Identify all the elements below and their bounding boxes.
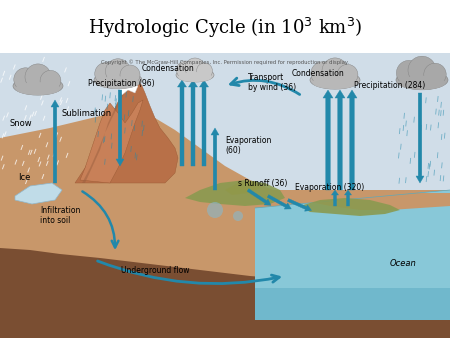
Text: Ocean: Ocean bbox=[390, 259, 417, 268]
FancyArrow shape bbox=[267, 195, 291, 209]
FancyArrow shape bbox=[211, 128, 219, 190]
Circle shape bbox=[95, 63, 117, 85]
Polygon shape bbox=[118, 76, 138, 95]
Ellipse shape bbox=[15, 82, 60, 95]
Circle shape bbox=[233, 211, 243, 221]
Text: Precipitation (284): Precipitation (284) bbox=[355, 81, 426, 90]
Circle shape bbox=[311, 62, 334, 85]
Ellipse shape bbox=[312, 76, 357, 89]
Ellipse shape bbox=[13, 77, 63, 95]
Circle shape bbox=[337, 65, 358, 85]
Text: s Runoff (36): s Runoff (36) bbox=[238, 179, 288, 188]
Ellipse shape bbox=[94, 71, 142, 89]
Text: Underground flow: Underground flow bbox=[121, 266, 189, 275]
FancyArrow shape bbox=[189, 80, 198, 166]
FancyArrow shape bbox=[116, 90, 124, 166]
Text: Infiltration
into soil: Infiltration into soil bbox=[40, 206, 81, 225]
Circle shape bbox=[424, 63, 446, 86]
FancyArrow shape bbox=[323, 90, 333, 190]
Polygon shape bbox=[15, 183, 62, 204]
Circle shape bbox=[14, 68, 37, 91]
Circle shape bbox=[176, 61, 194, 79]
Circle shape bbox=[105, 59, 130, 84]
Text: Sublimation: Sublimation bbox=[62, 108, 112, 118]
Polygon shape bbox=[82, 86, 128, 183]
Polygon shape bbox=[0, 248, 450, 338]
Circle shape bbox=[396, 61, 422, 86]
Ellipse shape bbox=[399, 76, 446, 90]
FancyArrow shape bbox=[345, 190, 351, 206]
Polygon shape bbox=[0, 110, 450, 210]
Circle shape bbox=[207, 202, 223, 218]
Polygon shape bbox=[75, 78, 178, 183]
FancyArrow shape bbox=[247, 189, 271, 205]
Text: Ice: Ice bbox=[18, 173, 31, 182]
Circle shape bbox=[197, 63, 212, 79]
Ellipse shape bbox=[310, 71, 360, 89]
Ellipse shape bbox=[96, 76, 140, 89]
FancyArrow shape bbox=[177, 80, 186, 166]
Circle shape bbox=[40, 70, 61, 91]
Text: Evaporation (320): Evaporation (320) bbox=[295, 183, 364, 192]
Circle shape bbox=[322, 58, 348, 84]
Text: Condensation: Condensation bbox=[142, 64, 194, 73]
Ellipse shape bbox=[396, 70, 448, 90]
Polygon shape bbox=[80, 100, 143, 183]
Polygon shape bbox=[255, 288, 450, 320]
Text: Hydrologic Cycle (in 10$^3$ km$^3$): Hydrologic Cycle (in 10$^3$ km$^3$) bbox=[88, 16, 362, 40]
Ellipse shape bbox=[178, 72, 212, 82]
Circle shape bbox=[25, 64, 51, 90]
Circle shape bbox=[408, 56, 436, 84]
FancyArrow shape bbox=[51, 100, 59, 183]
FancyArrow shape bbox=[335, 90, 345, 190]
FancyArrow shape bbox=[332, 190, 338, 206]
Polygon shape bbox=[185, 180, 285, 206]
Circle shape bbox=[120, 65, 140, 85]
Text: Precipitation (96): Precipitation (96) bbox=[88, 79, 155, 88]
Text: Condensation: Condensation bbox=[292, 69, 344, 78]
FancyArrow shape bbox=[416, 93, 424, 183]
Bar bbox=[0, 0, 450, 53]
Text: Copyright © The McGraw-Hill Companies, Inc. Permission required for reproduction: Copyright © The McGraw-Hill Companies, I… bbox=[101, 59, 349, 65]
FancyArrow shape bbox=[347, 90, 357, 190]
Polygon shape bbox=[255, 190, 450, 288]
Ellipse shape bbox=[176, 68, 214, 82]
Bar bbox=[0, 190, 450, 338]
Text: Evaporation
(60): Evaporation (60) bbox=[225, 136, 271, 155]
Bar bbox=[0, 53, 450, 193]
Polygon shape bbox=[225, 181, 260, 195]
Text: Transport
by wind (36): Transport by wind (36) bbox=[248, 73, 296, 92]
Polygon shape bbox=[300, 198, 400, 216]
FancyArrow shape bbox=[199, 80, 208, 166]
FancyArrow shape bbox=[288, 199, 311, 211]
Circle shape bbox=[185, 58, 205, 78]
Text: Snow: Snow bbox=[10, 119, 32, 127]
